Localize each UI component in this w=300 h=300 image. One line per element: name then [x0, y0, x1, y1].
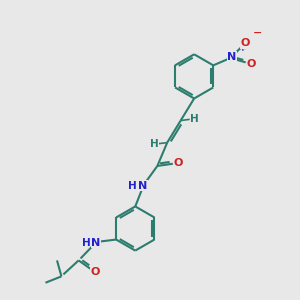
Text: H: H [82, 238, 91, 248]
Text: N: N [92, 238, 101, 248]
Text: O: O [241, 38, 250, 48]
Text: O: O [91, 267, 100, 277]
Text: N: N [138, 181, 147, 191]
Text: +: + [239, 44, 247, 52]
Text: H: H [128, 181, 136, 191]
Text: −: − [253, 28, 263, 38]
Text: N: N [227, 52, 236, 62]
Text: H: H [150, 139, 158, 148]
Text: O: O [173, 158, 183, 169]
Text: H: H [190, 114, 199, 124]
Text: O: O [246, 59, 256, 69]
